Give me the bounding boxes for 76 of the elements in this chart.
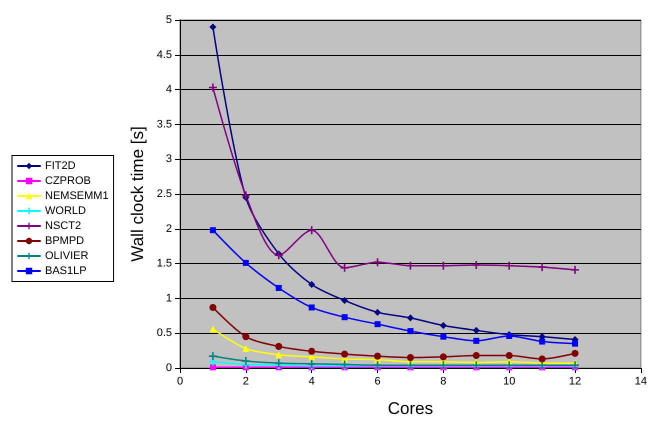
point bbox=[374, 308, 382, 316]
legend-label: CZPROB bbox=[45, 175, 91, 187]
point bbox=[308, 304, 315, 310]
point bbox=[208, 84, 217, 92]
x-tick-label: 8 bbox=[440, 376, 446, 388]
point bbox=[406, 354, 414, 362]
x-tick-label: 2 bbox=[242, 376, 249, 388]
point bbox=[210, 364, 216, 370]
point bbox=[242, 333, 250, 340]
point bbox=[572, 350, 579, 357]
point bbox=[440, 353, 447, 360]
point bbox=[571, 266, 580, 274]
x-tick-label: 6 bbox=[374, 376, 381, 388]
point bbox=[407, 328, 414, 334]
x-tick-label: 14 bbox=[634, 376, 648, 388]
point bbox=[275, 342, 282, 350]
x-tick-label: 4 bbox=[308, 376, 315, 388]
point bbox=[472, 326, 480, 334]
point bbox=[308, 226, 316, 234]
point bbox=[209, 23, 216, 30]
legend-label: BAS1LP bbox=[45, 265, 87, 277]
point bbox=[506, 352, 513, 359]
y-tick-label: 4.5 bbox=[156, 48, 172, 61]
x-tick-label: 0 bbox=[176, 376, 184, 388]
point bbox=[209, 304, 216, 311]
point bbox=[308, 280, 316, 288]
x-axis-title: Cores bbox=[388, 399, 434, 418]
y-tick-label: 0 bbox=[166, 362, 172, 374]
x-tick-label: 10 bbox=[503, 376, 516, 388]
y-tick-label: 2.5 bbox=[156, 188, 172, 200]
point bbox=[374, 321, 381, 328]
point bbox=[275, 351, 282, 358]
point bbox=[539, 338, 546, 345]
point bbox=[472, 260, 480, 269]
x-tick-label: 12 bbox=[568, 376, 582, 388]
point bbox=[209, 326, 216, 333]
y-tick-label: 3 bbox=[166, 153, 172, 166]
point bbox=[341, 350, 348, 358]
point bbox=[473, 338, 480, 344]
point bbox=[210, 227, 216, 234]
point bbox=[242, 191, 250, 200]
y-tick-label: 0.5 bbox=[156, 327, 172, 340]
point bbox=[276, 284, 282, 291]
point bbox=[308, 348, 316, 355]
point bbox=[406, 262, 414, 270]
legend-label: BPMPD bbox=[45, 235, 84, 247]
point bbox=[440, 334, 446, 340]
y-axis-title: Wall clock time [s] bbox=[128, 126, 147, 262]
point bbox=[242, 345, 250, 352]
legend-label: NSCT2 bbox=[45, 220, 82, 232]
point bbox=[439, 262, 448, 270]
point bbox=[340, 264, 349, 272]
point bbox=[242, 357, 250, 366]
legend-label: WORLD bbox=[45, 205, 86, 217]
legend-label: FIT2D bbox=[45, 160, 76, 172]
legend-label: OLIVIER bbox=[45, 250, 88, 262]
point bbox=[538, 263, 546, 272]
point bbox=[374, 352, 382, 360]
y-tick-label: 1.5 bbox=[156, 258, 172, 270]
point bbox=[374, 258, 382, 266]
point bbox=[572, 340, 578, 347]
legend-label: NEMSEMM1 bbox=[45, 190, 109, 202]
y-tick-label: 2 bbox=[166, 222, 172, 235]
point bbox=[472, 352, 480, 359]
point bbox=[440, 322, 447, 330]
y-tick-label: 4 bbox=[166, 84, 172, 96]
y-tick-label: 5 bbox=[166, 14, 172, 26]
point bbox=[538, 355, 546, 362]
point bbox=[406, 314, 414, 322]
point bbox=[242, 260, 249, 266]
point bbox=[505, 262, 514, 270]
point bbox=[342, 314, 348, 320]
point bbox=[208, 352, 217, 360]
y-tick-label: 3.5 bbox=[156, 118, 172, 130]
point bbox=[341, 296, 348, 304]
y-tick-label: 1 bbox=[166, 292, 172, 304]
